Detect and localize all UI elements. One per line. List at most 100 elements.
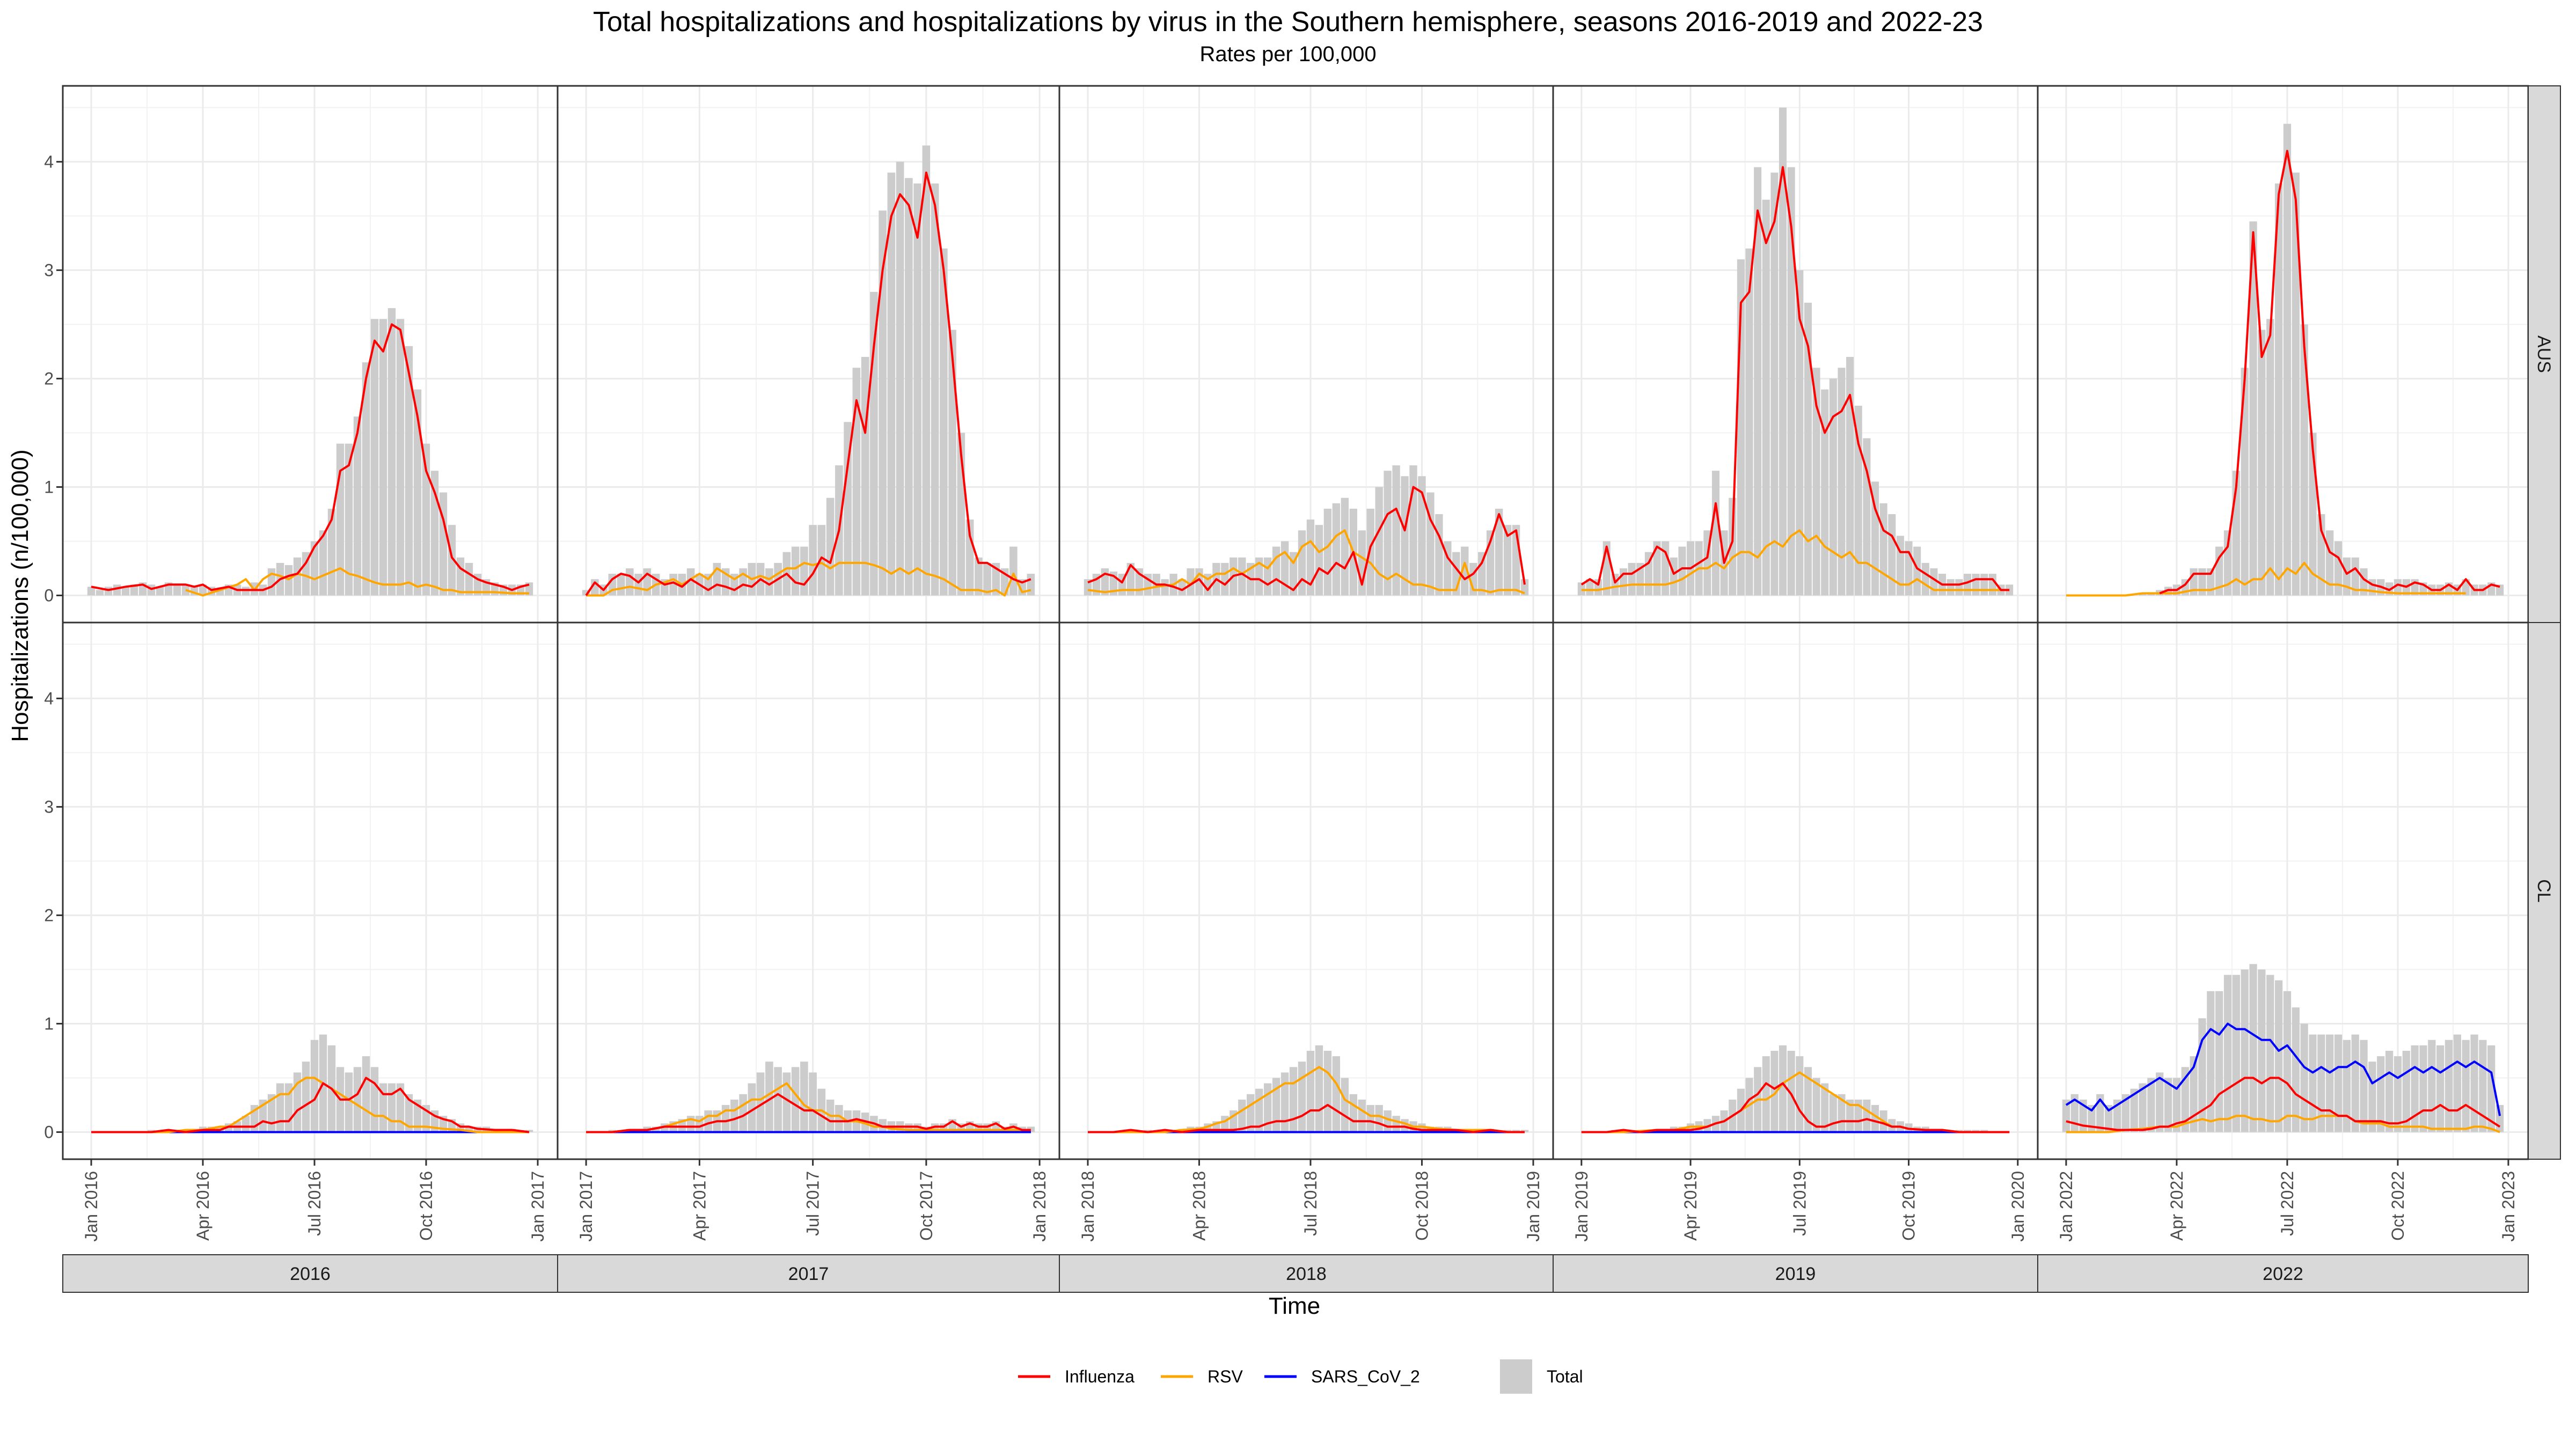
total-bar <box>310 541 319 596</box>
total-bar <box>2147 1078 2155 1132</box>
total-bar <box>826 497 835 596</box>
total-bar <box>1520 579 1529 596</box>
total-bar <box>1332 1056 1341 1132</box>
total-bar <box>199 584 207 596</box>
total-bar <box>1972 1130 1980 1132</box>
influenza-line <box>2066 1077 2501 1131</box>
total-bar <box>1315 1045 1323 1132</box>
panel-aus-2022 <box>2037 85 2529 624</box>
total-bar <box>1358 530 1366 596</box>
legend-label: SARS_CoV_2 <box>1311 1367 1420 1386</box>
total-bar <box>756 1072 765 1132</box>
panel-background <box>558 86 1059 623</box>
total-bar <box>387 1083 396 1132</box>
y-tick-label: 2 <box>44 905 54 925</box>
legend-label: Influenza <box>1065 1367 1135 1386</box>
total-bar <box>2190 1056 2198 1132</box>
total-bar <box>2309 1034 2317 1132</box>
panel-background <box>1059 86 1553 623</box>
col-strip-label: 2018 <box>1286 1264 1327 1284</box>
total-bar <box>2300 1023 2308 1132</box>
x-tick-label: Jan 2018 <box>1078 1171 1097 1242</box>
total-bar <box>362 362 370 596</box>
total-bar <box>2343 1040 2351 1132</box>
total-bar <box>1280 1072 1289 1132</box>
total-bar <box>241 587 250 596</box>
total-bar <box>1729 497 1737 596</box>
total-bar <box>1392 465 1400 596</box>
total-bar <box>1144 1130 1152 1132</box>
total-bar <box>121 587 130 596</box>
x-tick-label: Oct 2016 <box>416 1171 436 1241</box>
panel-background <box>1553 623 2038 1159</box>
rsv-line <box>1581 529 2010 591</box>
total-bar <box>130 584 138 596</box>
total-bar <box>1636 562 1644 596</box>
total-bar <box>608 1130 617 1132</box>
total-bar <box>931 183 939 596</box>
total-bar <box>1298 530 1306 596</box>
panel-background <box>63 86 558 623</box>
total-bar <box>1879 503 1887 596</box>
total-bar <box>1586 579 1594 596</box>
total-bar <box>465 562 473 596</box>
row-strip-label: CL <box>2534 879 2554 902</box>
total-bar <box>1341 1078 1349 1132</box>
total-bar <box>1678 546 1686 596</box>
chart-subtitle: Rates per 100,000 <box>1199 42 1376 66</box>
total-bar <box>2317 1034 2325 1132</box>
panel-background <box>63 623 558 1159</box>
total-bar <box>1298 1062 1306 1132</box>
total-bar <box>1821 1083 1829 1132</box>
total-bar <box>1779 107 1787 596</box>
total-bar <box>1796 1056 1804 1132</box>
total-bar <box>2368 579 2376 596</box>
total-bar <box>2283 123 2292 596</box>
total-bar <box>582 590 590 596</box>
total-bar <box>2121 1094 2129 1132</box>
total-bar <box>2223 975 2232 1132</box>
rsv-line <box>586 1082 1031 1133</box>
panel-cl-2019 <box>1552 621 2039 1160</box>
total-bar <box>181 584 190 596</box>
rsv-line <box>2066 1115 2500 1133</box>
panel-background <box>1059 623 1553 1159</box>
total-bar <box>1787 167 1795 596</box>
total-bar <box>2241 368 2249 596</box>
total-bar <box>353 1067 362 1132</box>
total-bar <box>2360 1040 2368 1132</box>
total-bar <box>379 319 387 596</box>
total-bar <box>1762 1056 1770 1132</box>
total-bar <box>396 1083 405 1132</box>
total-bar <box>2334 1034 2343 1132</box>
total-bar <box>1323 1050 1332 1132</box>
total-bar <box>2496 1104 2504 1132</box>
x-tick-label: Jan 2023 <box>2499 1171 2518 1242</box>
total-bar <box>1178 579 1186 596</box>
panel-background <box>1553 86 2038 623</box>
total-bar <box>1503 525 1512 596</box>
total-bar <box>2292 172 2300 596</box>
total-bar <box>1495 508 1503 596</box>
total-bar <box>887 172 896 596</box>
x-tick-label: Jul 2022 <box>2278 1171 2297 1236</box>
total-bar <box>1478 552 1486 596</box>
total-bar <box>1255 557 1263 596</box>
total-bar <box>2326 1034 2334 1132</box>
total-bar <box>634 574 642 596</box>
total-bar <box>2249 221 2257 596</box>
total-bar <box>1871 1104 1879 1132</box>
total-bar <box>791 1067 800 1132</box>
total-bar <box>1375 1104 1383 1132</box>
total-bar <box>844 422 852 596</box>
total-bar <box>1787 1050 1795 1132</box>
col-strip-label: 2017 <box>788 1264 829 1284</box>
total-bar <box>2394 1056 2402 1132</box>
panel-aus-2018 <box>1058 85 1554 624</box>
total-bar <box>216 590 224 596</box>
total-bar <box>2088 1104 2096 1132</box>
total-bar <box>465 1126 473 1132</box>
y-tick-label: 3 <box>44 260 54 280</box>
total-bar <box>1619 568 1628 596</box>
total-bar <box>1375 487 1383 596</box>
